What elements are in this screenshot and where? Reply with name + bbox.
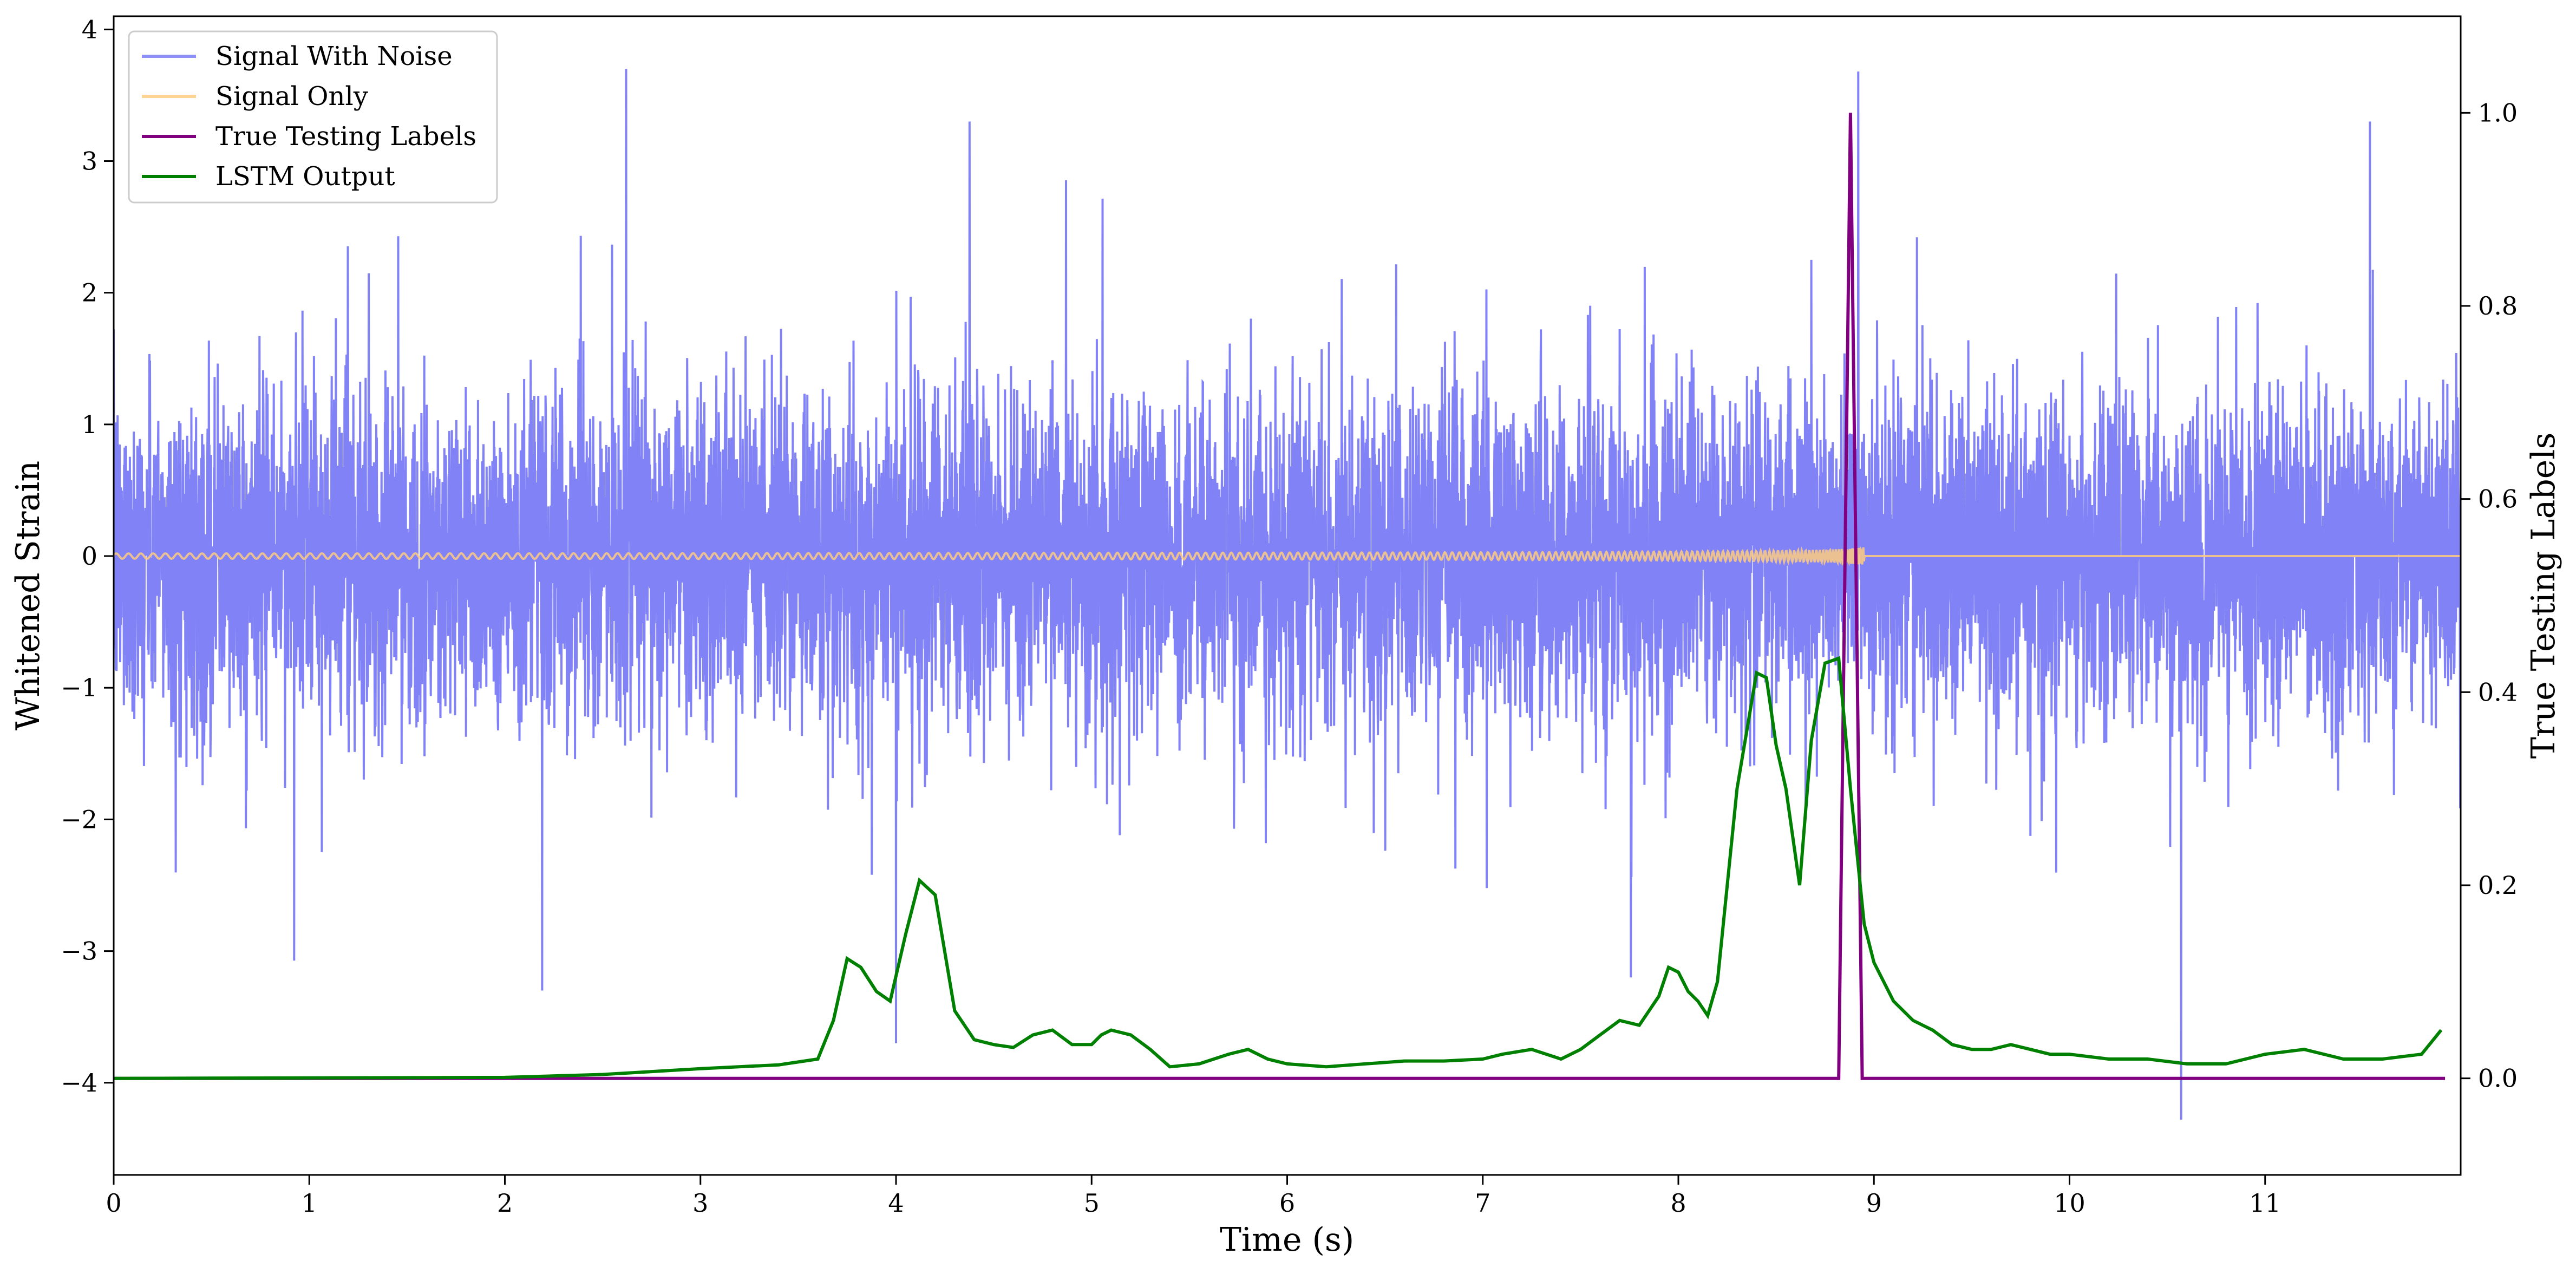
x-tick-label: 2: [497, 1188, 513, 1218]
y-tick-label: 0: [82, 541, 97, 571]
series-signal-only-line: [114, 546, 2461, 566]
y-axis-title: Whitened Strain: [9, 461, 47, 730]
x-axis-title: Time (s): [1220, 1221, 1354, 1259]
legend-label: Signal Only: [215, 81, 368, 112]
x-tick-label: 4: [888, 1188, 904, 1218]
legend-label: LSTM Output: [215, 161, 395, 192]
x-tick-label: 5: [1084, 1188, 1100, 1218]
legend-label: Signal With Noise: [215, 41, 453, 71]
y2-tick-label: 1.0: [2478, 98, 2518, 127]
y-tick-label: 4: [82, 15, 97, 44]
x-tick-label: 10: [2054, 1188, 2085, 1218]
x-tick-label: 8: [1670, 1188, 1686, 1218]
axes-ticks: 0 1 2 3 4 5 6 7 8 9 10 11 −4 −3 −2 −1 0 1 2 3 4 0.0 0.2 0.4 0.6 0…: [61, 15, 2518, 1218]
y2-tick-label: 0.4: [2478, 677, 2518, 707]
x-tick-label: 7: [1475, 1188, 1490, 1218]
y-tick-label: 2: [82, 278, 97, 308]
legend-box: [128, 30, 498, 204]
y-tick-label: −1: [61, 673, 97, 702]
legend: Signal With Noise Signal Only True Testing…: [128, 30, 498, 204]
plot-area: [114, 69, 2461, 1120]
y-tick-label: −2: [61, 805, 97, 834]
series-group: [114, 69, 2461, 1120]
x-tick-label: 0: [106, 1188, 121, 1218]
series-true-testing-labels-line: [114, 113, 2446, 1080]
y-tick-label: −4: [61, 1068, 97, 1097]
x-tick-label: 6: [1279, 1188, 1295, 1218]
x-tick-label: 11: [2249, 1188, 2281, 1218]
y2-axis-title: True Testing Labels: [2525, 433, 2562, 759]
y-tick-label: 1: [82, 410, 97, 439]
x-tick-label: 9: [1866, 1188, 1882, 1218]
legend-label: True Testing Labels: [215, 121, 476, 152]
x-tick-label: 3: [692, 1188, 708, 1218]
y2-tick-label: 0.2: [2478, 871, 2518, 900]
y-tick-label: 3: [82, 147, 97, 176]
series-signal-with-noise-line: [114, 69, 2461, 1120]
series-lstm-output-line: [114, 656, 2443, 1080]
y-tick-label: −3: [61, 937, 97, 966]
y2-tick-label: 0.8: [2478, 291, 2518, 321]
y2-tick-label: 0.0: [2478, 1064, 2518, 1093]
y2-tick-label: 0.6: [2478, 485, 2518, 514]
x-tick-label: 1: [302, 1188, 317, 1218]
